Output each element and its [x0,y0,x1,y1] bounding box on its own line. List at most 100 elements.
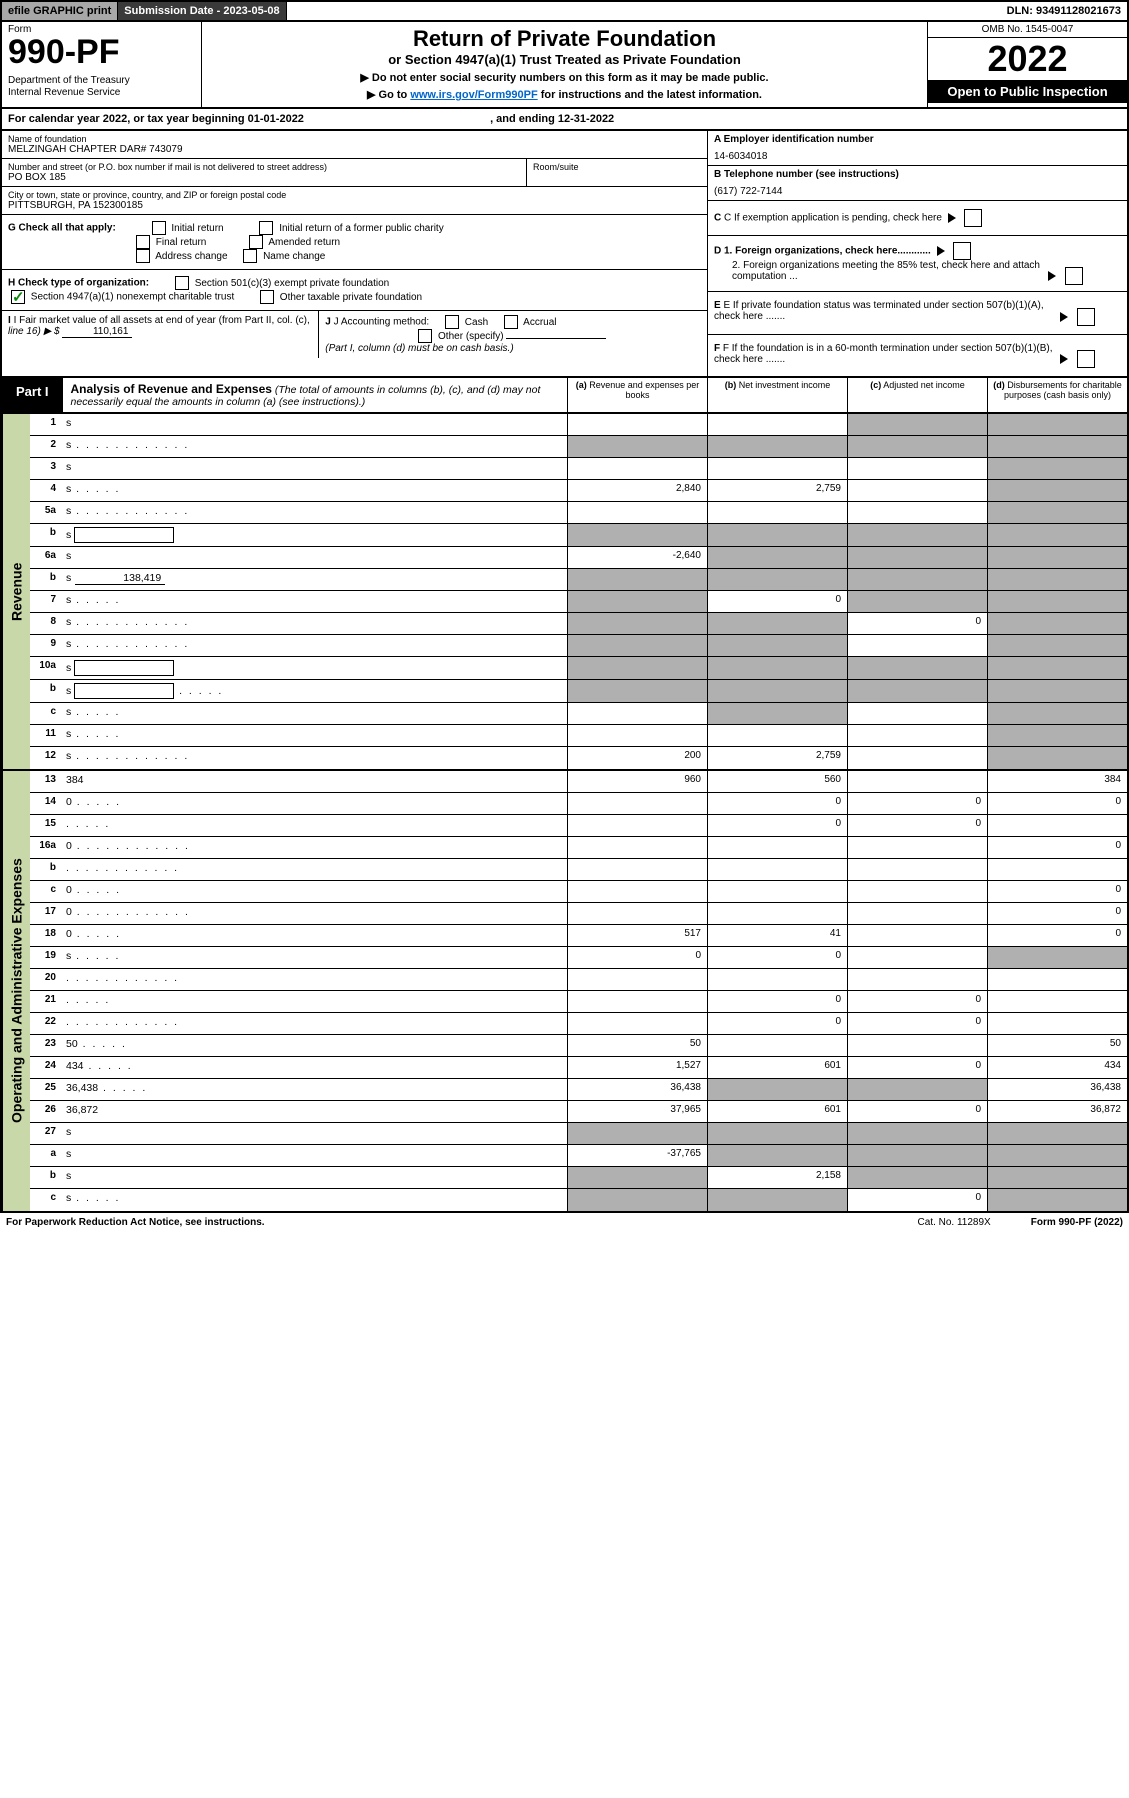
cell-value: 50 [987,1035,1127,1056]
chk-60month[interactable] [1077,350,1095,368]
chk-4947[interactable] [11,290,25,304]
cell-shaded [707,657,847,679]
line-number: b [30,569,62,590]
cell-shaded [567,1123,707,1144]
cell-shaded [987,1123,1127,1144]
inline-box [74,683,174,699]
cell-value [987,969,1127,990]
cell-value [567,859,707,880]
cell-shaded [707,1189,847,1211]
line-number: 9 [30,635,62,656]
fmv-value: 110,161 [62,326,132,338]
ein-label: A Employer identification number [714,134,874,145]
chk-status-terminated[interactable] [1077,308,1095,326]
goto-note: ▶ Go to www.irs.gov/Form990PF for instru… [206,88,923,101]
cell-shaded [987,1145,1127,1166]
chk-foreign-org[interactable] [953,242,971,260]
cell-shaded [987,657,1127,679]
chk-initial-return[interactable] [152,221,166,235]
table-row: 27s [30,1123,1127,1145]
cell-shaded [987,591,1127,612]
submission-date: Submission Date - 2023-05-08 [118,2,286,20]
cell-shaded [707,680,847,702]
line-description: 384 [62,771,567,792]
section-g: G Check all that apply: Initial return I… [2,215,707,270]
chk-initial-former[interactable] [259,221,273,235]
chk-accrual[interactable] [504,315,518,329]
cell-value [847,903,987,924]
chk-address-change[interactable] [136,249,150,263]
arrow-icon [1060,312,1068,322]
line-number: 20 [30,969,62,990]
cell-value: 960 [567,771,707,792]
cell-shaded [707,613,847,634]
footer-cat: Cat. No. 11289X [918,1217,991,1228]
line-number: 15 [30,815,62,836]
line-number: 24 [30,1057,62,1078]
chk-501c3[interactable] [175,276,189,290]
cell-value [847,725,987,746]
cell-shaded [987,947,1127,968]
cell-value: 0 [847,991,987,1012]
line-description [62,1013,567,1034]
col-c-header: (c) Adjusted net income [847,378,987,412]
table-row: bs2,158 [30,1167,1127,1189]
form-title: Return of Private Foundation [206,26,923,52]
cell-value [567,725,707,746]
line-number: b [30,680,62,702]
line-number: b [30,524,62,546]
cell-value [567,703,707,724]
line-description [62,815,567,836]
line-number: 11 [30,725,62,746]
table-row: 6as-2,640 [30,547,1127,569]
cell-shaded [707,703,847,724]
table-row: 2s [30,436,1127,458]
chk-other-taxable[interactable] [260,290,274,304]
line-description: s [62,414,567,435]
cell-value: -37,765 [567,1145,707,1166]
cell-value [847,458,987,479]
table-row: 12s2002,759 [30,747,1127,769]
line-number: a [30,1145,62,1166]
omb-number: OMB No. 1545-0047 [928,22,1127,38]
cell-value [847,502,987,523]
irs-link[interactable]: www.irs.gov/Form990PF [410,89,537,101]
line-number: b [30,1167,62,1188]
chk-cash[interactable] [445,315,459,329]
line-number: 2 [30,436,62,457]
cell-value: 1,527 [567,1057,707,1078]
cell-value: 0 [847,815,987,836]
foundation-name: MELZINGAH CHAPTER DAR# 743079 [8,144,701,155]
table-row: 1s [30,414,1127,436]
cell-shaded [987,680,1127,702]
chk-85pct[interactable] [1065,267,1083,285]
arrow-icon [1048,271,1056,281]
line-description: s [62,436,567,457]
line-number: c [30,881,62,902]
cell-value: 2,158 [707,1167,847,1188]
chk-amended-return[interactable] [249,235,263,249]
chk-name-change[interactable] [243,249,257,263]
table-row: 16a00 [30,837,1127,859]
chk-other-method[interactable] [418,329,432,343]
cell-value [847,881,987,902]
section-f: F F If the foundation is in a 60-month t… [714,343,1054,365]
line-description [62,859,567,880]
cell-shaded [987,414,1127,435]
cell-shaded [567,569,707,590]
revenue-label: Revenue [2,414,30,769]
cell-shaded [987,480,1127,501]
cell-value: 601 [707,1057,847,1078]
line-number: 5a [30,502,62,523]
cell-value [987,1013,1127,1034]
line-description: s [62,657,567,679]
cell-value: 200 [567,747,707,769]
table-row: 3s [30,458,1127,480]
chk-exemption-pending[interactable] [964,209,982,227]
cell-value [847,635,987,656]
line-number: 10a [30,657,62,679]
cell-shaded [707,635,847,656]
efile-print-button[interactable]: efile GRAPHIC print [2,2,118,20]
section-c: C If exemption application is pending, c… [724,213,942,224]
chk-final-return[interactable] [136,235,150,249]
